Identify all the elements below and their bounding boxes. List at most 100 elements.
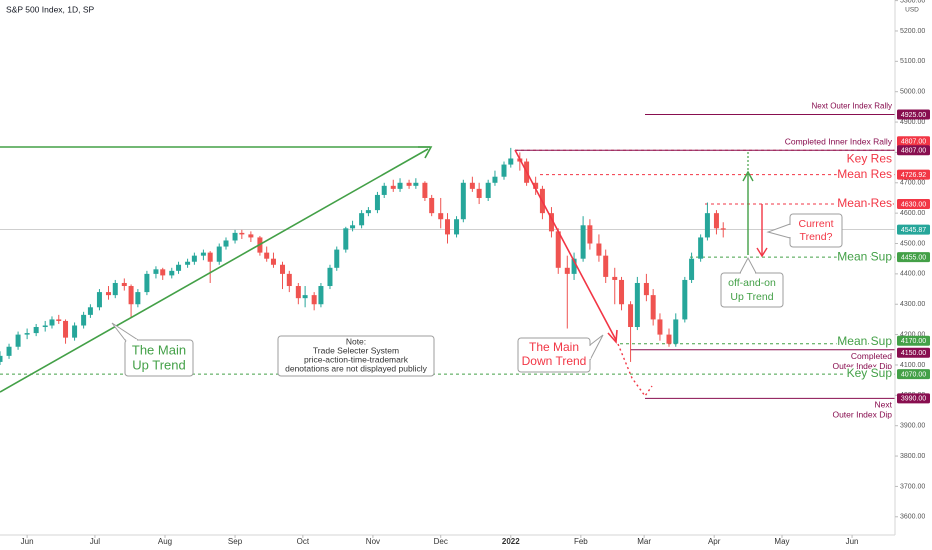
price-label-bg	[897, 335, 930, 346]
x-tick-label: Oct	[297, 537, 310, 546]
candle-body	[216, 246, 222, 262]
candle-body	[248, 234, 254, 238]
level-text: Completed Inner Index Rally	[785, 137, 893, 147]
candle-body	[397, 182, 403, 189]
candle-body	[191, 255, 197, 262]
callout-up-trend	[124, 339, 194, 377]
candle-body	[81, 314, 87, 326]
candle-body	[390, 185, 396, 189]
candle-body	[302, 295, 308, 299]
candle-body	[365, 210, 371, 214]
level-text: Mean Res	[837, 196, 892, 210]
candle-body	[153, 269, 159, 274]
annotation: denotations are not displayed publicly	[285, 363, 428, 373]
candle-body	[280, 264, 286, 274]
annotation: Current	[798, 218, 833, 230]
annotation: off-and-on	[728, 277, 776, 289]
axis-background	[895, 0, 932, 550]
price-label-bg	[897, 109, 930, 120]
price-label-bg	[897, 252, 930, 263]
price-label-bg	[897, 136, 930, 147]
candle-body	[406, 182, 412, 186]
candle-body	[555, 231, 561, 268]
candle-body	[580, 225, 586, 259]
annotation: Trend?	[800, 231, 833, 243]
candle-body	[42, 325, 48, 328]
candle-body	[87, 307, 93, 315]
up-trend-line	[0, 148, 429, 393]
price-label: 4170.00	[901, 338, 926, 345]
price-label: 4630.00	[901, 201, 926, 208]
candle-body	[413, 182, 419, 186]
annotation: Note:	[346, 336, 366, 346]
price-label: 4545.87	[901, 227, 926, 234]
candle-body	[596, 243, 602, 256]
drawings	[0, 146, 843, 398]
level-text: Next Outer Index Rally	[812, 102, 892, 111]
y-tick-label: 3700.00	[900, 483, 925, 490]
candle-body	[112, 282, 118, 296]
candle-body	[548, 213, 554, 232]
candle-body	[105, 292, 111, 296]
candle-body	[343, 228, 349, 250]
candle-body	[460, 182, 466, 220]
y-tick-label: 4400.00	[900, 271, 925, 278]
y-tick-label: 3600.00	[900, 514, 925, 521]
price-label-bg	[897, 393, 930, 404]
chart-title: S&P 500 Index, 1D, SP	[6, 4, 95, 14]
y-tick-label: 4700.00	[900, 180, 925, 187]
candle-body	[128, 286, 134, 305]
candle-body	[232, 232, 238, 241]
candle-body	[169, 270, 175, 276]
candle-body	[657, 319, 663, 335]
level-text: Key Sup	[847, 366, 893, 380]
x-tick-label: May	[774, 537, 789, 546]
y-tick-label: 4500.00	[900, 240, 925, 247]
price-label-bg	[897, 347, 930, 358]
candle-body	[508, 158, 514, 165]
y-tick-label: 3900.00	[900, 423, 925, 430]
level-text: Mean Res	[837, 167, 892, 181]
candle-body	[295, 286, 301, 299]
annotation: price-action-time-trademark	[304, 354, 409, 364]
price-label: 4070.00	[901, 371, 926, 378]
candle-body	[634, 282, 640, 328]
candle-body	[24, 333, 30, 335]
arrow-head	[756, 247, 768, 258]
candle-body	[469, 182, 475, 189]
y-tick-label: 5200.00	[900, 28, 925, 35]
candle-body	[33, 327, 39, 334]
price-label-bg	[897, 369, 930, 380]
candle-body	[207, 252, 213, 262]
annotation-texts: The Main Up Trend Note: Trade Selecter S…	[132, 100, 894, 421]
candle-body	[327, 267, 333, 287]
y-tick-label: 4600.00	[900, 210, 925, 217]
price-label: 4925.00	[901, 112, 926, 119]
x-tick-label: Nov	[366, 537, 380, 546]
level-text: Mean Sup	[837, 249, 892, 263]
down-trend-projection	[617, 343, 653, 398]
annotation: Down Trend	[522, 354, 587, 368]
candle-body	[650, 295, 656, 320]
candle-body	[311, 295, 317, 305]
candle-body	[270, 258, 276, 265]
candle-body	[643, 282, 649, 296]
x-tick-label: Dec	[434, 537, 448, 546]
candle-body	[666, 334, 672, 344]
x-tick-label: Aug	[158, 537, 172, 546]
level-text: Completed	[851, 351, 892, 361]
y-tick-label: 5000.00	[900, 89, 925, 96]
price-label: 3990.00	[901, 396, 926, 403]
candle-body	[49, 319, 55, 326]
candle-body	[422, 182, 428, 198]
candle-body	[359, 213, 365, 226]
candle-body	[673, 319, 679, 344]
price-label-bg	[897, 199, 930, 210]
candle-body	[381, 185, 387, 195]
price-label: 4455.00	[901, 255, 926, 262]
candle-body	[185, 261, 191, 265]
x-tick-label: 2022	[502, 537, 520, 546]
price-label-bg	[897, 169, 930, 180]
